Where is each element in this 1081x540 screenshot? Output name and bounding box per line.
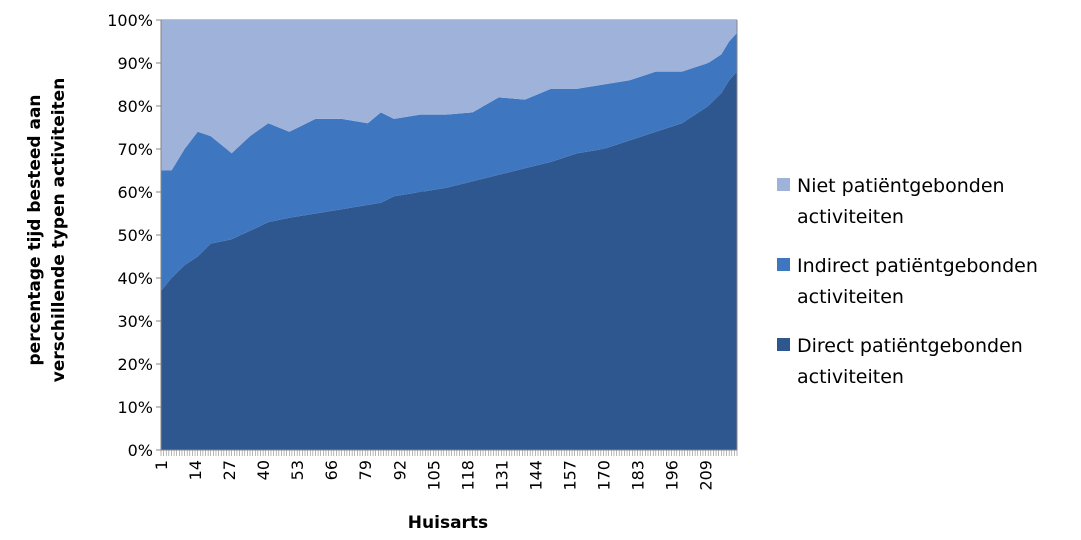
- area-indirect: [161, 32, 737, 291]
- x-axis-title: Huisarts: [408, 513, 488, 533]
- legend: Niet patiëntgebonden activiteiten Indirect…: [777, 175, 1038, 388]
- y-tick-label: 90%: [117, 54, 153, 73]
- x-tick-label: 209: [697, 460, 716, 491]
- legend-label-indirect-cont: activiteiten: [797, 286, 904, 308]
- x-tick-label: 1: [152, 460, 171, 470]
- area-niet: [161, 20, 737, 171]
- legend-label-direct: Direct patiëntgebonden: [797, 335, 1023, 357]
- legend-label-niet: Niet patiëntgebonden: [797, 175, 1005, 197]
- x-tick-label: 92: [390, 460, 409, 480]
- y-tick-label: 60%: [117, 183, 153, 202]
- legend-label-direct-cont: activiteiten: [797, 366, 904, 388]
- x-tick-label: 14: [186, 460, 205, 480]
- x-tick-label: 131: [492, 460, 511, 491]
- y-tick-label: 0%: [128, 441, 153, 460]
- y-tick-label: 70%: [117, 140, 153, 159]
- y-tick-label: 50%: [117, 226, 153, 245]
- y-tick-label: 100%: [107, 11, 153, 30]
- y-axis-title-line-1: percentage tijd besteed aan: [25, 94, 45, 365]
- x-tick-label: 27: [220, 460, 239, 480]
- y-tick-label: 80%: [117, 97, 153, 116]
- x-tick-label: 196: [663, 460, 682, 491]
- area-direct: [161, 71, 737, 450]
- x-tick-label: 118: [458, 460, 477, 491]
- area-series: [161, 20, 737, 450]
- x-tick-label: 40: [254, 460, 273, 480]
- x-tick-label: 79: [356, 460, 375, 480]
- y-tick-label: 40%: [117, 269, 153, 288]
- x-tick-label: 170: [595, 460, 614, 491]
- y-tick-label: 10%: [117, 398, 153, 417]
- y-axis-ticks: 0% 10% 20% 30% 40% 50% 60% 70% 80% 90% 100%: [107, 11, 161, 460]
- x-tick-label: 53: [288, 460, 307, 480]
- y-tick-label: 20%: [117, 355, 153, 374]
- legend-swatch-niet: [777, 178, 790, 191]
- x-tick-label: 66: [322, 460, 341, 480]
- y-axis-title-line-2: verschillende typen activiteiten: [49, 78, 69, 383]
- x-axis-ticks: 1 14 27 40 53 66 79 92 105 118 131 144 157 170 183 196 2…: [152, 450, 738, 491]
- x-tick-label: 183: [629, 460, 648, 491]
- legend-swatch-indirect: [777, 258, 790, 271]
- y-tick-label: 30%: [117, 312, 153, 331]
- x-tick-label: 157: [560, 460, 579, 491]
- x-tick-label: 144: [526, 460, 545, 491]
- legend-label-niet-cont: activiteiten: [797, 206, 904, 228]
- legend-label-indirect: Indirect patiëntgebonden: [797, 255, 1038, 277]
- x-tick-label: 105: [424, 460, 443, 491]
- legend-swatch-direct: [777, 338, 790, 351]
- x-tick-marks: [160, 450, 738, 456]
